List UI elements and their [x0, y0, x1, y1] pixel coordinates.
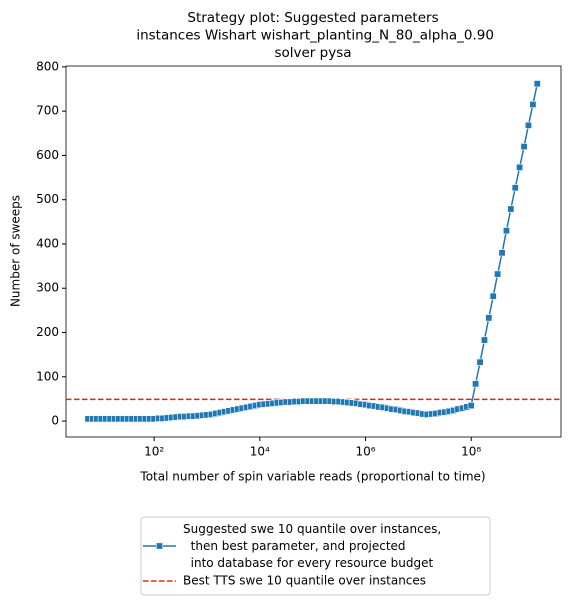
y-tick-label: 400: [36, 236, 59, 250]
marker: [476, 358, 484, 366]
text-line: solver pysa: [274, 45, 351, 61]
y-tick-label: 200: [36, 325, 59, 339]
marker: [524, 121, 532, 129]
marker: [533, 80, 541, 88]
y-tick-label: 100: [36, 369, 59, 383]
marker: [507, 205, 515, 213]
plot-area: [65, 65, 562, 438]
marker: [520, 143, 528, 151]
x-axis-label: Total number of spin variable reads (pro…: [139, 470, 485, 484]
text-line: then best parameter, and projected: [183, 539, 406, 553]
series-line: [88, 83, 539, 420]
x-tick-label: 10⁴: [250, 445, 270, 459]
marker: [472, 380, 480, 388]
marker: [480, 336, 488, 344]
marker: [467, 402, 475, 410]
y-tick-label: 600: [36, 148, 59, 162]
chart-title: Strategy plot: Suggested parameters inst…: [132, 10, 494, 61]
x-tick-label: 10⁶: [355, 445, 375, 459]
marker: [494, 270, 502, 278]
y-tick-label: 500: [36, 192, 59, 206]
y-tick-label: 800: [36, 59, 59, 73]
text-line: Strategy plot: Suggested parameters: [187, 10, 438, 26]
legend-label: Best TTS swe 10 quantile over instances: [183, 574, 426, 588]
text-line: instances Wishart wishart_planting_N_80_…: [132, 28, 494, 44]
marker: [498, 249, 506, 257]
marker: [489, 292, 497, 300]
marker: [485, 314, 493, 322]
text-line: into database for every resource budget: [183, 556, 433, 570]
y-axis-label: Number of sweeps: [9, 195, 23, 307]
marker: [516, 163, 524, 171]
x-tick-label: 10⁸: [461, 445, 481, 459]
text-line: Suggested swe 10 quantile over instances…: [183, 522, 441, 536]
y-tick-label: 700: [36, 104, 59, 118]
legend-box: [140, 516, 491, 596]
marker: [502, 227, 510, 235]
marker: [529, 101, 537, 109]
y-tick-label: 300: [36, 281, 59, 295]
marker: [511, 184, 519, 192]
legend-label: Suggested swe 10 quantile over instances…: [183, 522, 441, 570]
x-tick-label: 10²: [144, 445, 164, 459]
legend-swatch-marker: [156, 542, 164, 550]
y-tick-label: 0: [51, 414, 59, 428]
